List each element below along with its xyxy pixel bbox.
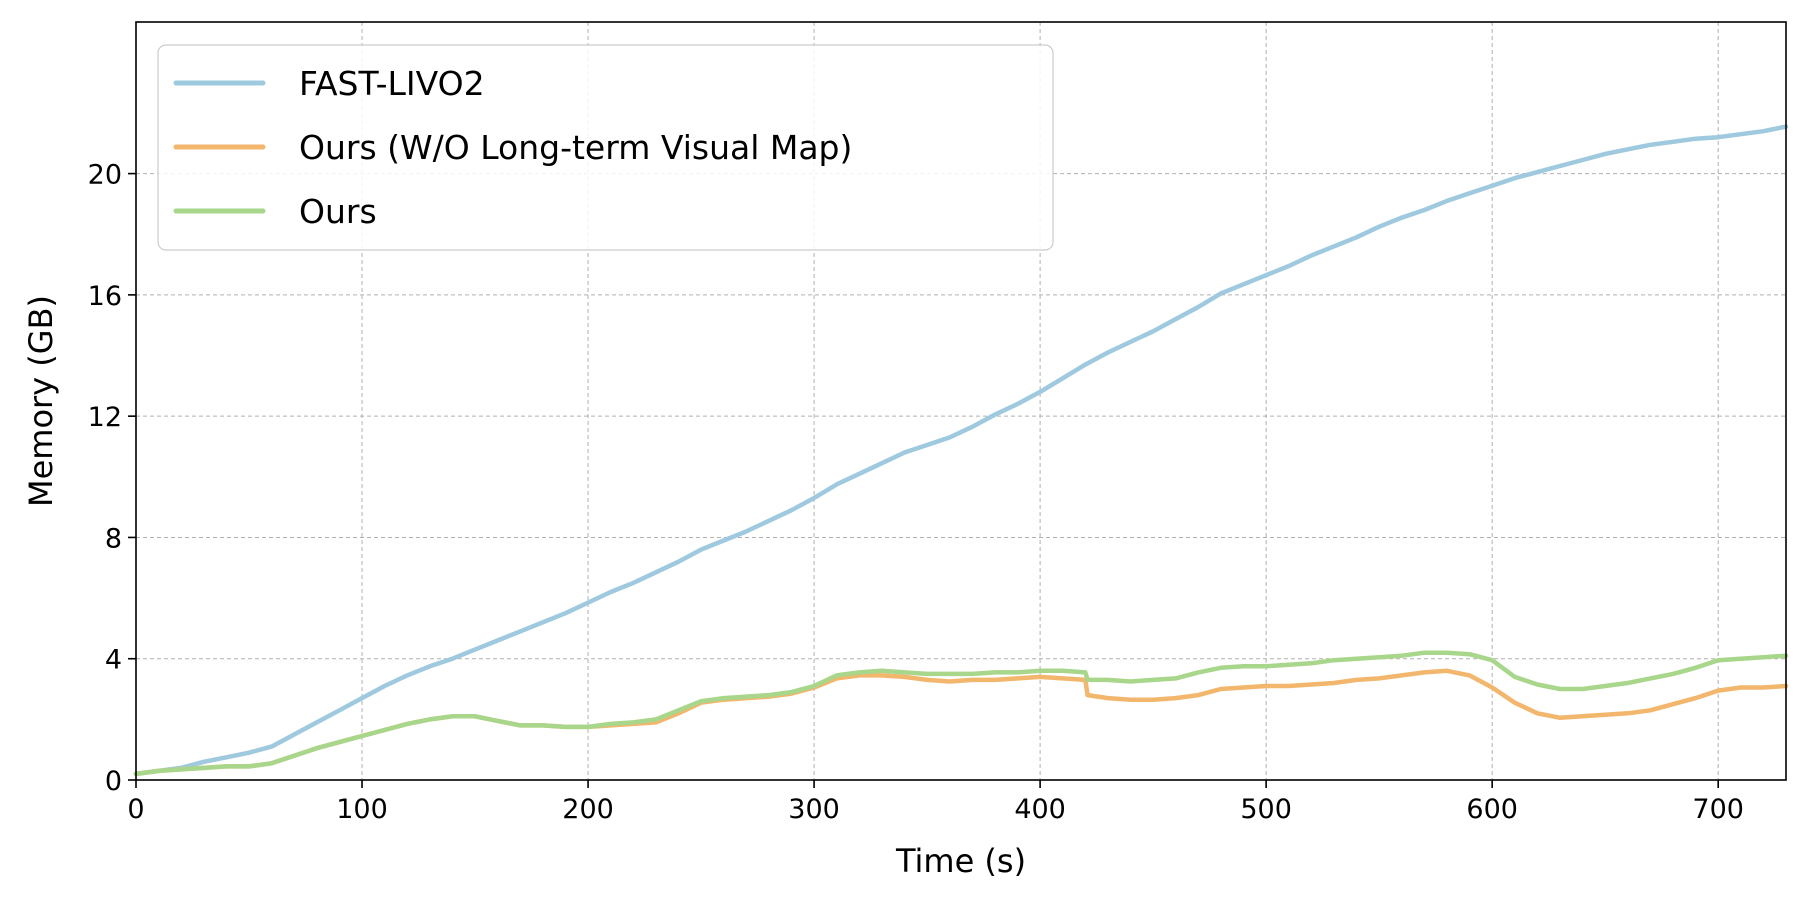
y-tick-label: 0: [105, 766, 122, 797]
x-tick-label: 0: [127, 794, 144, 825]
x-tick-label: 600: [1466, 794, 1518, 825]
y-tick-label: 12: [88, 402, 122, 433]
legend-entries: FAST-LIVO2 Ours (W/O Long-term Visual Map…: [173, 64, 852, 231]
y-tick-label: 20: [88, 160, 122, 191]
x-tick-label: 700: [1692, 794, 1744, 825]
x-tick-label: 400: [1014, 794, 1066, 825]
legend-label-1: Ours (W/O Long-term Visual Map): [299, 128, 852, 167]
y-axis-title: Memory (GB): [22, 295, 60, 507]
x-tick-label: 200: [562, 794, 614, 825]
series-lines: [133, 124, 1789, 777]
x-tick-label: 500: [1240, 794, 1292, 825]
legend: FAST-LIVO2 Ours (W/O Long-term Visual Map…: [157, 44, 1054, 251]
y-tick-label: 8: [105, 523, 122, 554]
series-line-2: [133, 650, 1789, 777]
y-tick-label: 16: [88, 281, 122, 312]
legend-box: [157, 44, 1054, 251]
axis-ticks: 0 100 200 300 400 500 600 700 0 4 8 12 16 20: [88, 160, 1744, 825]
x-tick-label: 300: [788, 794, 840, 825]
x-axis-title: Time (s): [895, 842, 1026, 880]
legend-label-2: Ours: [299, 192, 377, 231]
x-tick-label: 100: [336, 794, 388, 825]
y-tick-label: 4: [105, 645, 122, 676]
series-line-0: [133, 124, 1789, 777]
plot-frame: [135, 21, 1787, 781]
legend-label-0: FAST-LIVO2: [299, 64, 485, 103]
